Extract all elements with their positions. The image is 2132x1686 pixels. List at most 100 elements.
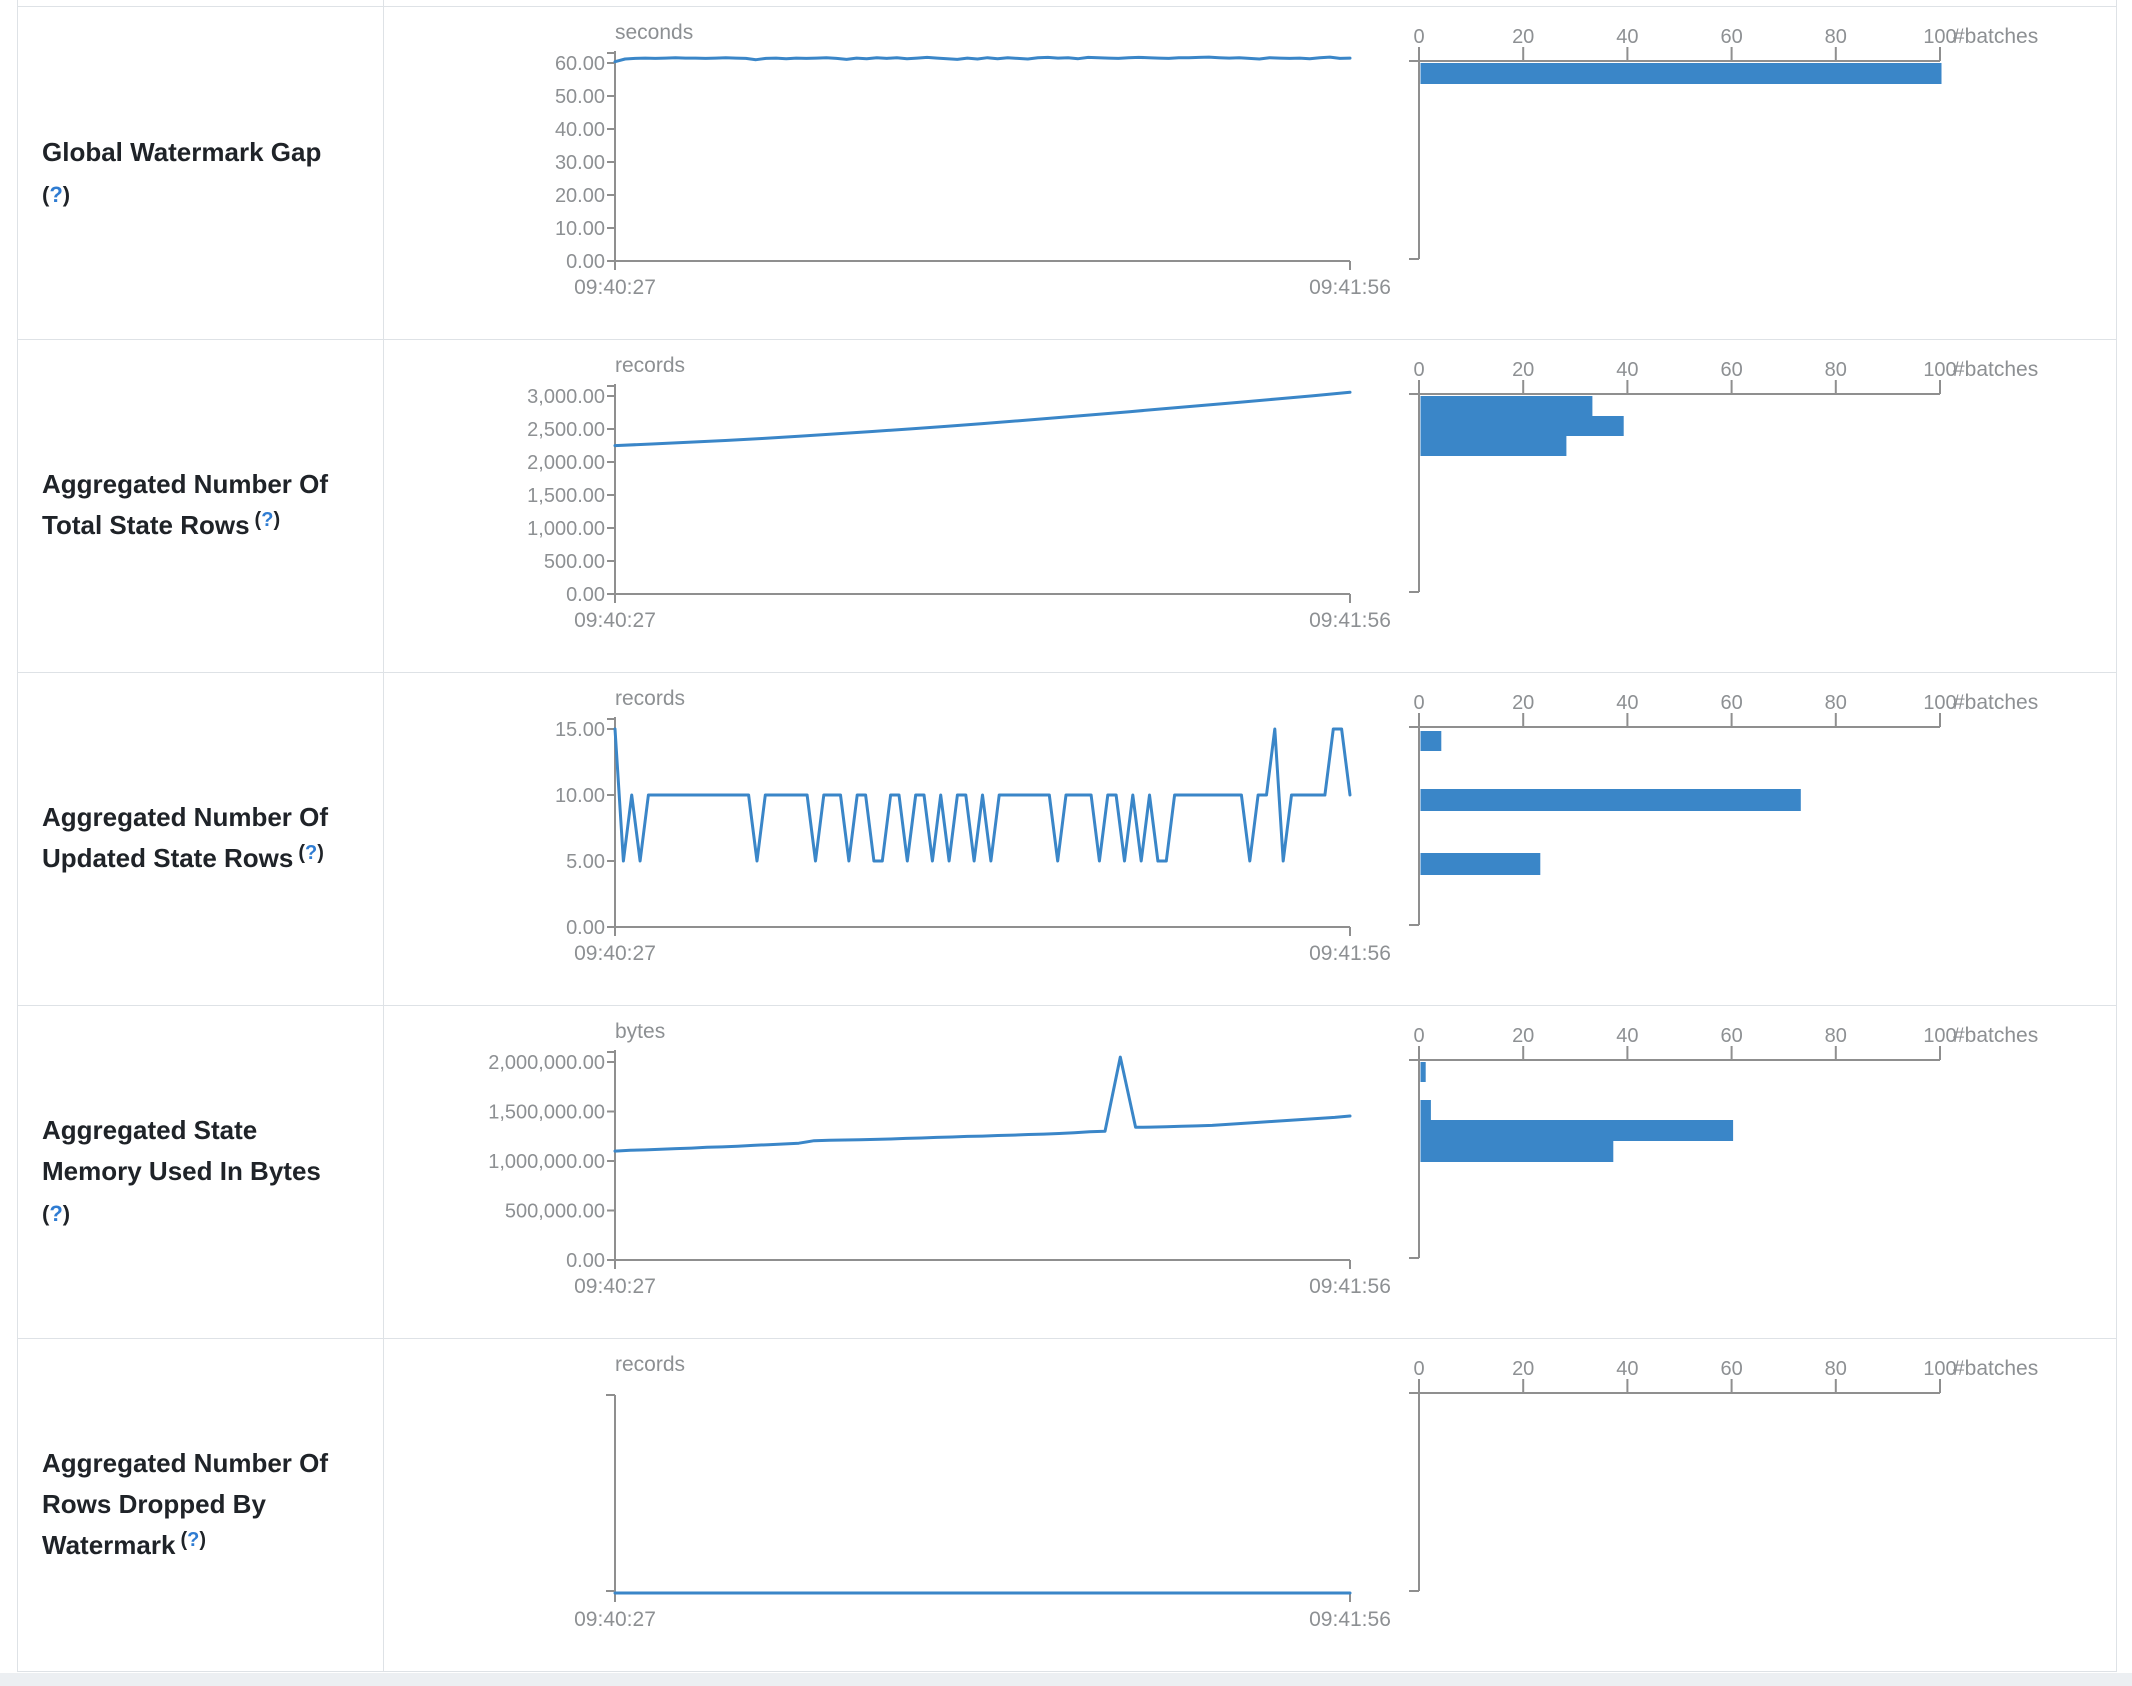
timeline-y-tick-label: 1,500,000.00 bbox=[488, 1102, 605, 1124]
metric-label-cell: Aggregated State Memory Used In Bytes (?… bbox=[18, 1006, 384, 1338]
histogram-x-tick-label: 60 bbox=[1720, 1358, 1742, 1380]
histogram-x-tick-label: 0 bbox=[1413, 26, 1424, 48]
metric-label: Aggregated State Memory Used In Bytes (?… bbox=[42, 1110, 321, 1234]
charts-cell: records 15.00 10.00 5.00 0.00 09:40:27 09:41:5… bbox=[384, 673, 2117, 1005]
timeline-end-time: 09:41:56 bbox=[1309, 1608, 1391, 1631]
histogram-bar bbox=[1420, 1062, 1426, 1082]
question-mark-icon: ? bbox=[261, 508, 274, 531]
timeline-y-tick-label: 10.00 bbox=[555, 218, 605, 240]
timeline-y-tick-label: 0.00 bbox=[566, 584, 605, 606]
help-tooltip[interactable]: (?) bbox=[298, 841, 324, 864]
timeline-unit-label: seconds bbox=[615, 21, 693, 44]
metric-label-cell: Aggregated Number Of Total State Rows (?) bbox=[18, 340, 384, 672]
histogram-x-tick-label: 60 bbox=[1720, 692, 1742, 714]
row-charts-svg: seconds 60.00 50.00 40.00 30.00 20.00 10.00 0.0… bbox=[555, 21, 2038, 299]
metric-label-line: Aggregated Number Of bbox=[42, 468, 329, 499]
histogram-x-tick-label: 100 bbox=[1923, 359, 1956, 381]
histogram-x-tick-label: 60 bbox=[1720, 26, 1742, 48]
timeline-y-tick-label: 40.00 bbox=[555, 119, 605, 141]
histogram-unit-label: #batches bbox=[1953, 25, 2038, 48]
timeline-y-tick-label: 1,000,000.00 bbox=[488, 1151, 605, 1173]
histogram-chart: 0 20 40 60 80 100#batches bbox=[1409, 691, 2038, 926]
histogram-x-tick-label: 20 bbox=[1512, 1358, 1534, 1380]
timeline-y-tick-label: 5.00 bbox=[566, 851, 605, 873]
histogram-x-tick-label: 40 bbox=[1616, 26, 1638, 48]
histogram-x-tick-label: 40 bbox=[1616, 692, 1638, 714]
histogram-bar bbox=[1420, 1120, 1734, 1141]
timeline-end-time: 09:41:56 bbox=[1309, 609, 1391, 632]
timeline-start-time: 09:40:27 bbox=[574, 942, 656, 965]
histogram-bar bbox=[1420, 1100, 1431, 1120]
question-mark-icon: ? bbox=[49, 1201, 63, 1226]
timeline-chart: seconds 60.00 50.00 40.00 30.00 20.00 10.00 0.0… bbox=[555, 21, 1391, 299]
row-charts-svg: records 15.00 10.00 5.00 0.00 09:40:27 09:41:5… bbox=[555, 687, 2038, 965]
histogram-unit-label: #batches bbox=[1953, 358, 2038, 381]
histogram-x-tick-label: 100 bbox=[1923, 26, 1956, 48]
row-charts-svg: bytes 2,000,000.00 1,500,000.00 1,000,000.0… bbox=[488, 1020, 2038, 1298]
metric-label-line: Global Watermark Gap bbox=[42, 136, 322, 167]
metric-label: Aggregated Number Of Rows Dropped By Wat… bbox=[42, 1443, 328, 1569]
table-row: Aggregated Number Of Rows Dropped By Wat… bbox=[18, 1339, 2116, 1672]
timeline-unit-label: bytes bbox=[615, 1020, 665, 1043]
table-border-stub bbox=[383, 0, 384, 6]
metric-label-line: Rows Dropped By bbox=[42, 1488, 266, 1519]
timeline-unit-label: records bbox=[615, 354, 685, 377]
histogram-x-tick-label: 80 bbox=[1825, 1358, 1847, 1380]
timeline-y-tick-label: 0.00 bbox=[566, 251, 605, 273]
timeline-chart: bytes 2,000,000.00 1,500,000.00 1,000,000.0… bbox=[488, 1020, 1391, 1298]
histogram-chart: 0 20 40 60 80 100#batches bbox=[1409, 25, 2038, 260]
histogram-chart: 0 20 40 60 80 100#batches bbox=[1409, 1024, 2038, 1259]
metric-label-cell: Aggregated Number Of Rows Dropped By Wat… bbox=[18, 1339, 384, 1672]
histogram-bar bbox=[1420, 436, 1567, 456]
timeline-y-tick-label: 15.00 bbox=[555, 719, 605, 741]
timeline-start-time: 09:40:27 bbox=[574, 609, 656, 632]
metric-label-line: Updated State Rows bbox=[42, 842, 294, 873]
question-mark-icon: ? bbox=[305, 841, 318, 864]
histogram-unit-label: #batches bbox=[1953, 691, 2038, 714]
histogram-bar bbox=[1420, 1141, 1614, 1162]
histogram-x-tick-label: 20 bbox=[1512, 692, 1534, 714]
timeline-start-time: 09:40:27 bbox=[574, 1608, 656, 1631]
timeline-y-tick-label: 0.00 bbox=[566, 917, 605, 939]
timeline-series-line bbox=[613, 1055, 1352, 1153]
histogram-x-tick-label: 60 bbox=[1720, 1025, 1742, 1047]
histogram-bar bbox=[1420, 63, 1942, 84]
histogram-unit-label: #batches bbox=[1953, 1024, 2038, 1047]
metric-label-line: Aggregated Number Of bbox=[42, 801, 329, 832]
timeline-y-tick-label: 2,500.00 bbox=[527, 419, 605, 441]
timeline-y-tick-label: 20.00 bbox=[555, 185, 605, 207]
metric-label-line: Memory Used In Bytes bbox=[42, 1156, 321, 1186]
row-charts-svg: records 09:40:27 09:41:56 0 20 40 60 80 100#batc… bbox=[574, 1353, 2038, 1631]
metric-label: Aggregated Number Of Updated State Rows(… bbox=[42, 797, 328, 882]
histogram-x-tick-label: 0 bbox=[1413, 1025, 1424, 1047]
histogram-x-tick-label: 0 bbox=[1413, 359, 1424, 381]
metric-label-cell: Aggregated Number Of Updated State Rows(… bbox=[18, 673, 384, 1005]
timeline-y-tick-label: 1,000.00 bbox=[527, 518, 605, 540]
timeline-y-tick-label: 500,000.00 bbox=[505, 1201, 605, 1223]
help-tooltip[interactable]: (?) bbox=[42, 1201, 71, 1226]
help-tooltip[interactable]: (?) bbox=[180, 1528, 206, 1551]
table-row: Global Watermark Gap (?) seconds 60.00 50.… bbox=[18, 7, 2116, 340]
timeline-start-time: 09:40:27 bbox=[574, 276, 656, 299]
timeline-y-tick-label: 2,000.00 bbox=[527, 452, 605, 474]
charts-cell: seconds 60.00 50.00 40.00 30.00 20.00 10.00 0.0… bbox=[384, 7, 2117, 339]
histogram-x-tick-label: 0 bbox=[1413, 1358, 1424, 1380]
timeline-y-tick-label: 30.00 bbox=[555, 152, 605, 174]
timeline-end-time: 09:41:56 bbox=[1309, 276, 1391, 299]
metric-label: Aggregated Number Of Total State Rows (?) bbox=[42, 464, 328, 549]
histogram-chart: 0 20 40 60 80 100#batches bbox=[1409, 358, 2038, 593]
histogram-bar bbox=[1420, 416, 1624, 436]
table-border-stub bbox=[2116, 0, 2117, 6]
histogram-x-tick-label: 40 bbox=[1616, 359, 1638, 381]
histogram-x-tick-label: 20 bbox=[1512, 26, 1534, 48]
timeline-chart: records 3,000.00 2,500.00 2,000.00 1,500.00 1… bbox=[527, 354, 1391, 632]
timeline-series-line bbox=[613, 390, 1352, 448]
timeline-y-tick-label: 1,500.00 bbox=[527, 485, 605, 507]
histogram-x-tick-label: 0 bbox=[1413, 692, 1424, 714]
question-mark-icon: ? bbox=[187, 1528, 200, 1551]
help-tooltip[interactable]: (?) bbox=[254, 508, 281, 531]
timeline-y-tick-label: 3,000.00 bbox=[527, 386, 605, 408]
timeline-unit-label: records bbox=[615, 1353, 685, 1376]
question-mark-icon: ? bbox=[49, 181, 63, 207]
help-tooltip[interactable]: (?) bbox=[42, 181, 71, 207]
